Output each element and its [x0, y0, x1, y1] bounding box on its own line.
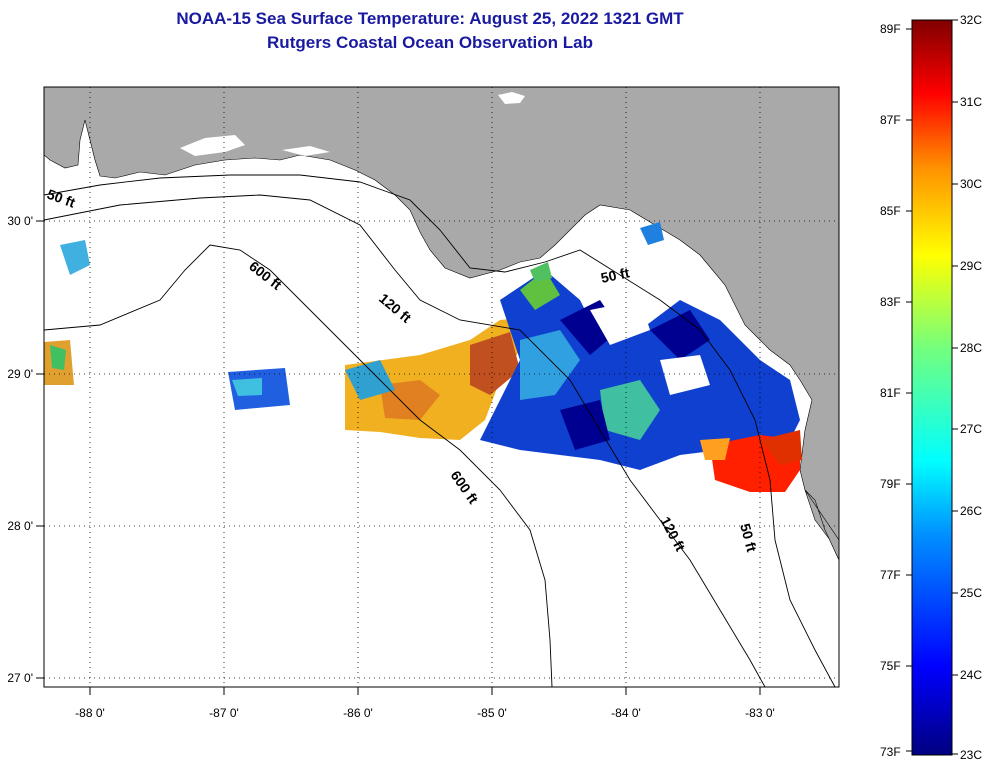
colorbar-label-c: 31C	[960, 95, 983, 109]
sst-data-layer	[44, 222, 802, 492]
bay-shape	[180, 135, 245, 156]
y-tick-label: 27 0'	[7, 671, 33, 685]
y-tick-label: 29 0'	[7, 367, 33, 381]
y-tick-label: 30 0'	[7, 214, 33, 228]
x-tick-label: -87 0'	[209, 706, 239, 720]
colorbar-label-c: 24C	[960, 668, 983, 682]
y-tick-label: 28 0'	[7, 519, 33, 533]
colorbar	[911, 19, 953, 756]
lake-shape	[498, 92, 525, 104]
colorbar-label-c: 30C	[960, 177, 983, 191]
map-subtitle: Rutgers Coastal Ocean Observation Lab	[267, 33, 593, 52]
contour-label: 50 ft	[599, 264, 631, 286]
tick-marks	[36, 220, 761, 695]
colorbar-label-f: 79F	[880, 477, 901, 491]
colorbar-label-f: 89F	[880, 22, 901, 36]
contour-50ft	[44, 174, 836, 687]
colorbar-label-f: 75F	[880, 659, 901, 673]
land-area	[44, 87, 839, 561]
contour-120ft	[44, 194, 766, 687]
graticule	[44, 87, 839, 687]
colorbar-label-c: 32C	[960, 13, 983, 27]
bay-shape	[282, 146, 330, 156]
contour-600ft	[44, 244, 553, 687]
bathymetry-contours	[44, 174, 836, 687]
colorbar-label-f: 73F	[880, 745, 901, 759]
x-tick-label: -86 0'	[343, 706, 373, 720]
map-title: NOAA-15 Sea Surface Temperature: August …	[176, 9, 684, 28]
colorbar-label-c: 28C	[960, 341, 983, 355]
colorbar-label-f: 77F	[880, 568, 901, 582]
colorbar-label-f: 81F	[880, 386, 901, 400]
contour-label: 50 ft	[737, 522, 760, 554]
colorbar-label-f: 85F	[880, 204, 901, 218]
x-tick-label: -83 0'	[745, 706, 775, 720]
x-tick-label: -84 0'	[611, 706, 641, 720]
x-axis-labels: -88 0' -87 0' -86 0' -85 0' -84 0' -83 0…	[75, 706, 775, 720]
colorbar-label-f: 87F	[880, 113, 901, 127]
map-frame	[43, 86, 840, 688]
colorbar-ticks	[906, 19, 958, 755]
colorbar-label-c: 27C	[960, 422, 983, 436]
colorbar-label-c: 29C	[960, 259, 983, 273]
colorbar-label-f: 83F	[880, 295, 901, 309]
colorbar-label-c: 23C	[960, 748, 983, 762]
colorbar-label-c: 26C	[960, 504, 983, 518]
x-tick-label: -88 0'	[75, 706, 105, 720]
land-area	[804, 489, 839, 561]
colorbar-label-c: 25C	[960, 586, 983, 600]
y-axis-labels: 30 0' 29 0' 28 0' 27 0'	[7, 214, 33, 685]
x-tick-label: -85 0'	[477, 706, 507, 720]
